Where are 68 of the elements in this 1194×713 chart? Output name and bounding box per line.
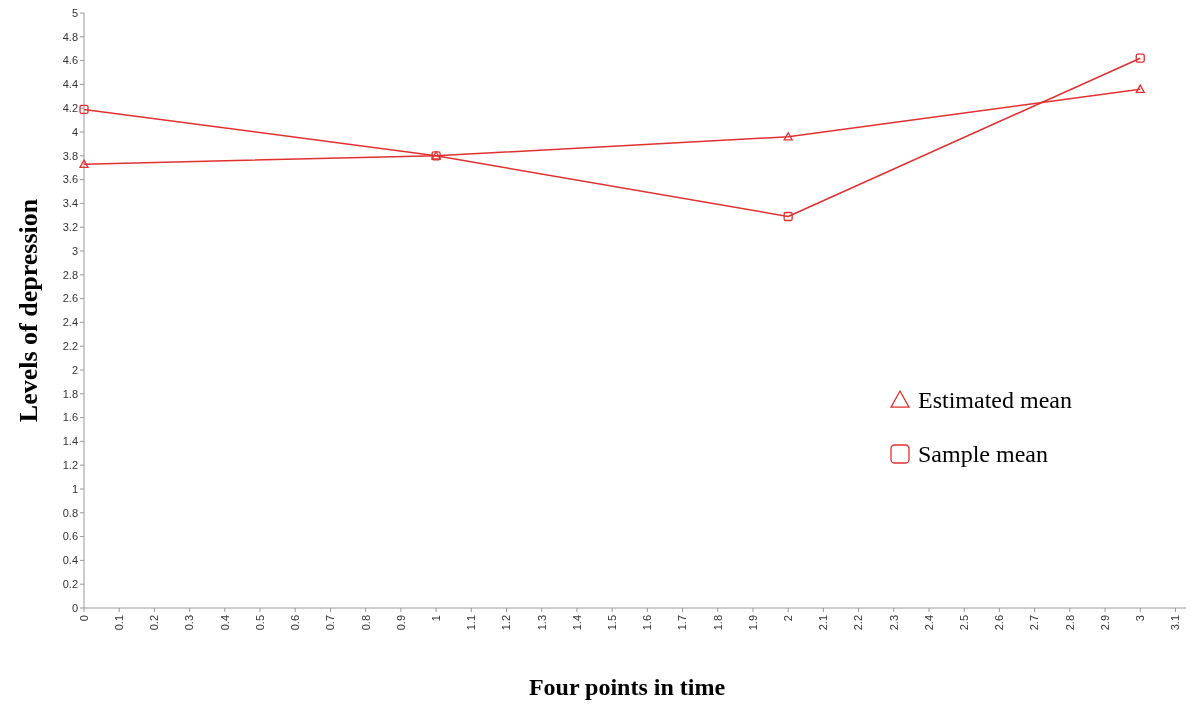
point <box>79 159 89 168</box>
y-tick-label: 2.6 <box>62 292 78 305</box>
y-tick-label: 4.4 <box>62 78 78 91</box>
point <box>1135 84 1145 94</box>
x-tick-label: 0.7 <box>324 615 337 631</box>
y-tick-label: 2 <box>71 363 78 376</box>
point <box>783 211 793 222</box>
x-tick-label: 1.9 <box>746 615 759 631</box>
x-tick-label: 2.4 <box>922 615 935 631</box>
x-tick-label: 1 <box>429 615 442 622</box>
y-tick-label: 1.6 <box>62 411 78 424</box>
x-tick-label: 2.9 <box>1098 615 1111 631</box>
point <box>783 132 793 141</box>
y-tick-label: 0 <box>71 601 78 614</box>
y-tick-label: 3.4 <box>62 197 78 210</box>
x-tick-label: 0.8 <box>359 615 372 631</box>
x-tick-label: 2.5 <box>958 615 971 631</box>
y-tick-label: 0.2 <box>62 578 78 591</box>
y-tick-label: 1.4 <box>62 435 78 448</box>
x-tick-label: 1.1 <box>465 615 478 631</box>
y-tick-label: 1.8 <box>62 387 78 400</box>
x-tick-label: 0.1 <box>113 615 126 631</box>
y-tick-label: 4.6 <box>62 54 78 67</box>
y-tick-label: 3.6 <box>62 173 78 186</box>
x-tick-label: 1.7 <box>676 615 689 631</box>
y-tick-label: 0.4 <box>62 554 78 567</box>
x-tick-label: 1.8 <box>711 615 724 631</box>
x-tick-label: 2.2 <box>852 615 865 631</box>
y-tick-label: 1 <box>71 482 78 495</box>
y-tick-label: 3.8 <box>62 149 78 162</box>
x-tick-label: 1.2 <box>500 615 513 631</box>
x-tick-label: 1.6 <box>641 615 654 631</box>
x-tick-label: 1.3 <box>535 615 548 631</box>
y-tick-label: 5 <box>71 6 78 19</box>
point <box>1135 53 1145 63</box>
x-tick-label: 3.1 <box>1169 615 1182 631</box>
y-tick-label: 0.8 <box>62 506 78 519</box>
x-tick-label: 2.7 <box>1028 615 1041 631</box>
y-tick-label: 3 <box>71 244 78 257</box>
x-tick-label: 0.4 <box>218 615 231 631</box>
y-tick-label: 4 <box>71 125 78 138</box>
y-axis-title: Levels of depression <box>14 198 43 423</box>
x-tick-label: 2.1 <box>817 615 830 631</box>
y-tick-label: 2.4 <box>62 316 78 329</box>
y-tick-label: 4.8 <box>62 30 78 43</box>
legend-label: Sample mean <box>918 441 1048 468</box>
x-tick-label: 3 <box>1134 615 1147 622</box>
x-tick-label: 0 <box>77 615 90 622</box>
x-tick-label: 0.2 <box>148 615 161 631</box>
x-tick-label: 1.5 <box>605 615 618 631</box>
legend-label: Estimated mean <box>918 387 1072 414</box>
x-tick-label: 2 <box>782 615 794 622</box>
x-tick-label: 2.6 <box>993 615 1006 631</box>
x-tick-label: 0.3 <box>183 615 196 631</box>
x-tick-label: 0.6 <box>289 615 302 631</box>
x-tick-label: 0.9 <box>394 615 407 631</box>
x-tick-label: 1.4 <box>570 615 583 631</box>
x-axis-title: Four points in time <box>528 674 726 700</box>
x-tick-label: 0.5 <box>253 615 266 631</box>
y-tick-label: 1.2 <box>62 459 78 472</box>
y-tick-label: 3.2 <box>62 221 78 234</box>
x-tick-label: 2.8 <box>1063 615 1076 631</box>
y-tick-label: 4.2 <box>62 102 78 115</box>
point <box>79 104 89 115</box>
y-tick-label: 2.8 <box>62 268 78 281</box>
y-tick-label: 0.6 <box>62 530 78 543</box>
y-tick-label: 2.2 <box>62 340 78 353</box>
x-tick-label: 2.3 <box>887 615 900 631</box>
